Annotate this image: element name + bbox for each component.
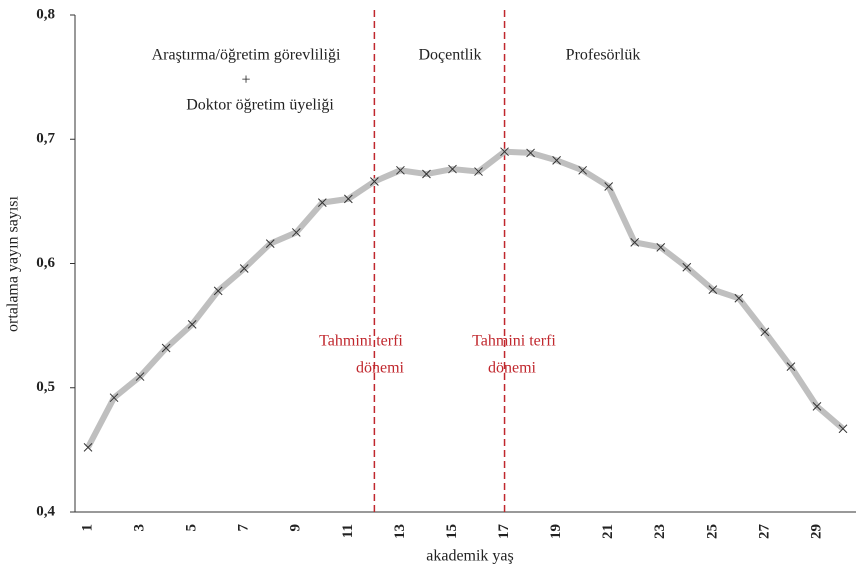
marker [474,167,483,176]
x-tick-label: 21 [600,524,616,539]
x-tick-label: 17 [496,524,512,540]
marker [213,286,223,296]
marker [552,156,561,165]
marker [500,147,509,157]
y-axis-label: ortalama yayın sayısı [5,195,22,332]
y-tick-label: 0,6 [36,255,55,271]
x-tick-label: 3 [132,524,148,532]
y-tick-label: 0,5 [36,379,55,395]
annotation: Araştırma/öğretim görevliliği [152,47,341,64]
x-tick-label: 5 [184,524,200,532]
annotation: Doçentlik [418,47,481,64]
marker [708,285,718,294]
marker-label: Tahmini terfi [472,333,556,350]
marker [838,424,848,434]
x-tick-label: 27 [756,524,772,540]
marker [239,264,249,273]
x-tick-label: 23 [652,524,668,539]
x-axis-label: akademik yaş [426,548,514,565]
marker [343,194,353,204]
marker [109,393,119,403]
marker [604,182,614,191]
x-tick-label: 15 [444,524,460,539]
marker [370,177,379,186]
marker [265,239,275,248]
x-tick-label: 19 [548,524,564,539]
x-tick-label: 13 [392,524,408,539]
annotation: + [241,72,250,89]
marker-label: dönemi [488,360,537,377]
marker [734,293,744,303]
marker [630,238,640,247]
marker [422,169,431,179]
marker [161,343,171,353]
marker [682,262,692,272]
y-tick-label: 0,8 [36,6,55,22]
x-tick-label: 1 [79,524,95,532]
line [85,148,845,449]
x-tick-label: 25 [704,524,720,539]
marker [187,320,197,329]
annotation: Profesörlük [566,47,641,64]
marker [448,164,457,174]
marker [135,372,145,381]
y-tick-label: 0,7 [36,131,55,147]
marker-label: dönemi [356,360,405,377]
marker [396,165,405,175]
marker [83,443,93,452]
marker [812,402,822,411]
x-tick-label: 11 [340,524,356,538]
annotation: Doktor öğretim üyeliği [186,97,334,114]
x-tick-label: 7 [236,524,252,532]
y-tick-label: 0,4 [36,503,55,519]
x-tick-label: 9 [288,524,304,532]
marker [291,228,301,237]
marker [578,165,588,175]
marker [760,327,770,337]
marker [526,148,535,158]
marker [656,242,666,252]
x-tick-label: 29 [808,524,824,539]
marker-label: Tahmini terfi [319,333,403,350]
marker [317,198,327,207]
marker [786,362,796,371]
